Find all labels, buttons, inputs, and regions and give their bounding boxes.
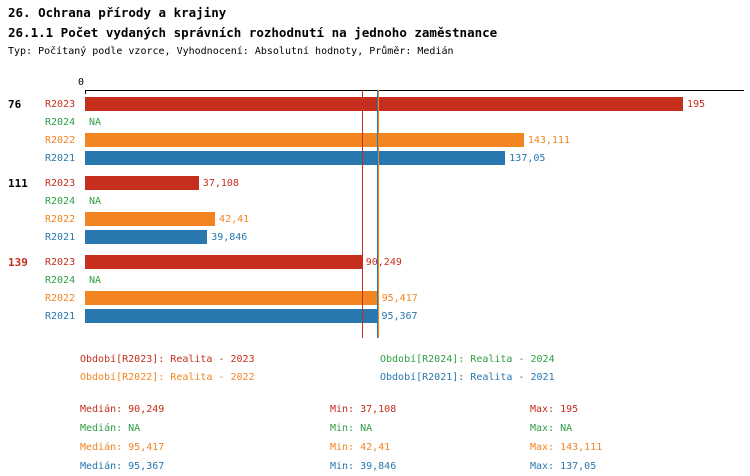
- bar-R2023: [85, 255, 362, 269]
- bar-R2021: [85, 309, 378, 323]
- bar-value-label: 39,846: [211, 231, 248, 243]
- bar-R2022: [85, 212, 216, 226]
- bar-row: R2021 137,05: [8, 149, 744, 167]
- bar-R2022: [85, 291, 378, 305]
- bar-area: 95,417: [85, 289, 744, 307]
- stat-min-R2023: Min: 37,108: [330, 404, 397, 415]
- stat-max-R2023: Max: 195: [530, 404, 579, 415]
- series-label: R2022: [45, 292, 76, 304]
- bar-row: R2022 143,111: [8, 131, 744, 149]
- series-label: R2023: [45, 256, 76, 268]
- median-line-R2023: [361, 90, 363, 338]
- bar-chart: 0 76 R2023 195 R2024 NA R2022 143,111 R2021 137,…: [8, 77, 744, 338]
- series-label: R2021: [45, 152, 76, 164]
- bar-area: 39,846: [85, 228, 744, 246]
- bar-row: R2021 95,367: [8, 307, 744, 325]
- legend-item-R2024: Období[R2024]: Realita - 2024: [380, 354, 555, 365]
- legend-item-R2021: Období[R2021]: Realita - 2021: [380, 372, 555, 383]
- group-label: 76: [8, 97, 22, 111]
- stat-median-R2023: Medián: 90,249: [80, 404, 165, 415]
- series-label: R2021: [45, 310, 76, 322]
- bar-row: 139 R2023 90,249: [8, 253, 744, 271]
- bar-R2023: [85, 176, 199, 190]
- bar-row: R2022 42,41: [8, 210, 744, 228]
- bar-row: R2024 NA: [8, 192, 744, 210]
- bar-value-label: 37,108: [202, 177, 239, 189]
- group-label: 139: [8, 255, 28, 269]
- series-label: R2021: [45, 231, 76, 243]
- bar-R2023: [85, 97, 683, 111]
- stat-median-R2021: Medián: 95,367: [80, 461, 165, 472]
- bar-row: R2022 95,417: [8, 289, 744, 307]
- series-label: R2023: [45, 98, 76, 110]
- bar-row: R2024 NA: [8, 271, 744, 289]
- bar-value-label: 42,41: [219, 213, 250, 225]
- stat-min-R2022: Min: 42,41: [330, 442, 391, 453]
- series-label: R2023: [45, 177, 76, 189]
- median-line-R2021: [377, 90, 379, 338]
- bar-area: 42,41: [85, 210, 744, 228]
- stats-table: Medián: 90,249 Min: 37,108 Max: 195 Medián:…: [80, 404, 750, 472]
- stat-min-R2021: Min: 39,846: [330, 461, 397, 472]
- legend: Období[R2023]: Realita - 2023 Období[R202…: [80, 354, 750, 383]
- legend-item-R2023: Období[R2023]: Realita - 2023: [80, 354, 255, 365]
- bar-value-label: 137,05: [509, 152, 546, 164]
- bar-row: 76 R2023 195: [8, 95, 744, 113]
- bar-area: NA: [85, 271, 744, 289]
- series-label: R2022: [45, 134, 76, 146]
- bar-area: 90,249: [85, 253, 744, 271]
- bar-row: R2021 39,846: [8, 228, 744, 246]
- bar-value-label: NA: [89, 116, 102, 128]
- bar-group: 76 R2023 195 R2024 NA R2022 143,111 R2021 137,05: [8, 95, 744, 167]
- bar-value-label: 143,111: [527, 134, 571, 146]
- bar-area: 143,111: [85, 131, 744, 149]
- x-axis-line: [85, 90, 744, 91]
- x-axis-zero-tick: [85, 90, 86, 94]
- group-label: 111: [8, 176, 28, 190]
- bar-value-label: 90,249: [365, 256, 402, 268]
- plot-area: 76 R2023 195 R2024 NA R2022 143,111 R2021 137,05…: [8, 90, 744, 338]
- stat-median-R2024: Medián: NA: [80, 423, 141, 434]
- series-label: R2022: [45, 213, 76, 225]
- stat-max-R2024: Max: NA: [530, 423, 573, 434]
- bar-area: 195: [85, 95, 744, 113]
- page-title: 26. Ochrana přírody a krajiny: [8, 5, 227, 20]
- bar-area: 37,108: [85, 174, 744, 192]
- axis-zero-label: 0: [78, 77, 85, 88]
- bar-area: NA: [85, 192, 744, 210]
- page-subtitle: 26.1.1 Počet vydaných správních rozhodnu…: [8, 25, 498, 40]
- series-label: R2024: [45, 274, 76, 286]
- bar-value-label: 95,417: [381, 292, 418, 304]
- bar-value-label: 195: [687, 98, 706, 110]
- stat-median-R2022: Medián: 95,417: [80, 442, 165, 453]
- bar-group: 111 R2023 37,108 R2024 NA R2022 42,41 R2021 39,8…: [8, 174, 744, 246]
- stat-min-R2024: Min: NA: [330, 423, 373, 434]
- bar-R2021: [85, 151, 506, 165]
- stat-max-R2022: Max: 143,111: [530, 442, 603, 453]
- bar-area: 137,05: [85, 149, 744, 167]
- bar-R2022: [85, 133, 524, 147]
- bar-row: R2024 NA: [8, 113, 744, 131]
- stat-max-R2021: Max: 137,05: [530, 461, 597, 472]
- series-label: R2024: [45, 195, 76, 207]
- bar-area: 95,367: [85, 307, 744, 325]
- legend-item-R2022: Období[R2022]: Realita - 2022: [80, 372, 255, 383]
- bar-R2021: [85, 230, 208, 244]
- series-label: R2024: [45, 116, 76, 128]
- bar-group: 139 R2023 90,249 R2024 NA R2022 95,417 R2021 95,…: [8, 253, 744, 325]
- bar-value-label: NA: [89, 274, 102, 286]
- chart-meta: Typ: Počítaný podle vzorce, Vyhodnocení:…: [8, 46, 454, 57]
- bar-row: 111 R2023 37,108: [8, 174, 744, 192]
- bar-value-label: 95,367: [381, 310, 418, 322]
- bar-value-label: NA: [89, 195, 102, 207]
- bar-area: NA: [85, 113, 744, 131]
